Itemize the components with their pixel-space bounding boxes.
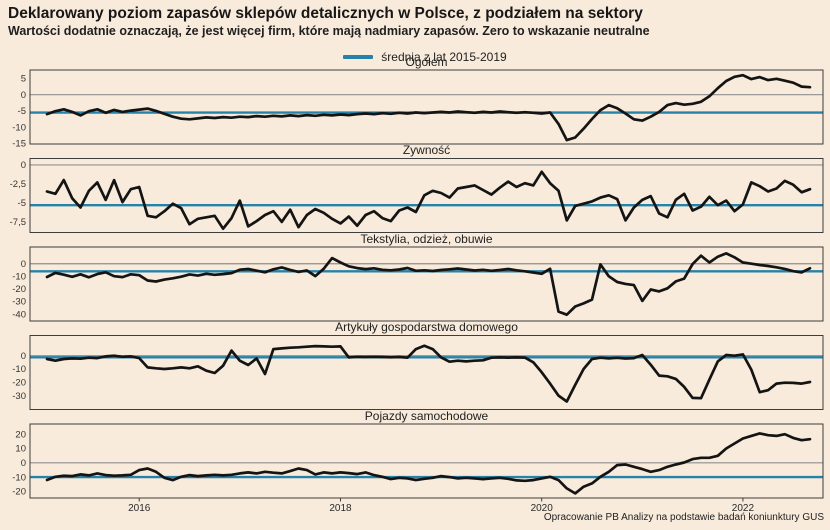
ytick-pojazdy-samochodowe: -20 [12, 487, 26, 498]
frame-zywnosc [29, 158, 824, 233]
ytick-artykuly-gospodarstwa-domowego: -30 [12, 391, 26, 402]
ytick-ogolem: -5 [18, 106, 26, 117]
panel-artykuly-gospodarstwa-domowego: 0 -10 -20 -30 [12, 335, 824, 410]
panel-pojazdy-samochodowe: 20 10 0 -10 -20 [12, 423, 824, 499]
xtick-label-2018: 2018 [329, 503, 352, 514]
ytick-tekstylia-odziez-obuwie: -20 [12, 284, 26, 295]
panel-title-ogolem: Ogółem [405, 54, 448, 69]
ytick-zywnosc: -2,5 [10, 179, 26, 190]
frame-artykuly-gospodarstwa-domowego [29, 335, 824, 410]
frame-tekstylia-odziez-obuwie [29, 246, 824, 322]
ytick-zywnosc: -5 [18, 198, 26, 209]
ytick-tekstylia-odziez-obuwie: -10 [12, 272, 26, 283]
panel-ogolem: 5 0 -5 -10 -15 [12, 69, 824, 150]
chart-title: Deklarowany poziom zapasów sklepów detal… [8, 5, 643, 22]
panel-title-tekstylia-odziez-obuwie: Tekstylia, odzież, obuwie [360, 231, 493, 246]
ytick-pojazdy-samochodowe: -10 [12, 472, 26, 483]
ytick-tekstylia-odziez-obuwie: 0 [21, 259, 26, 270]
average-line-swatch [343, 55, 374, 59]
series-line-zywnosc [45, 170, 812, 231]
series-line-ogolem [45, 73, 812, 142]
source-note: Opracowanie PB Analizy na podstawie bada… [543, 512, 824, 523]
ytick-pojazdy-samochodowe: 10 [15, 444, 26, 455]
ytick-pojazdy-samochodowe: 0 [21, 458, 26, 469]
ytick-zywnosc: -7,5 [10, 217, 26, 228]
ytick-tekstylia-odziez-obuwie: -40 [12, 309, 26, 320]
ytick-artykuly-gospodarstwa-domowego: -10 [12, 364, 26, 375]
panel-title-artykuly-gospodarstwa-domowego: Artykuły gospodarstwa domowego [335, 320, 518, 334]
frame-pojazdy-samochodowe [29, 423, 824, 499]
xtick-label-2016: 2016 [128, 503, 151, 514]
panel-title-pojazdy-samochodowe: Pojazdy samochodowe [364, 408, 489, 423]
ytick-pojazdy-samochodowe: 20 [15, 429, 26, 440]
panel-zywnosc: 0 -2,5 -5 -7,5 [10, 158, 824, 233]
ytick-tekstylia-odziez-obuwie: -30 [12, 297, 26, 308]
panel-tekstylia-odziez-obuwie: 0 -10-20 -30-40 [12, 246, 824, 322]
series-line-artykuly-gospodarstwa-domowego [45, 344, 812, 403]
series-line-pojazdy-samochodowe [45, 432, 812, 495]
frame-ogolem [29, 69, 824, 145]
ytick-ogolem: 5 [21, 74, 26, 85]
chart-subtitle: Wartości dodatnie oznaczają, że jest wię… [8, 24, 650, 38]
panel-title-zywnosc: Żywność [402, 143, 451, 157]
ytick-artykuly-gospodarstwa-domowego: -20 [12, 377, 26, 388]
legend: średnia z lat 2015-2019 [10, 50, 830, 64]
ytick-ogolem: -15 [12, 139, 26, 150]
series-line-tekstylia-odziez-obuwie [45, 252, 812, 317]
ytick-zywnosc: 0 [21, 160, 26, 171]
xtick-label-2020: 2020 [531, 503, 554, 514]
ytick-artykuly-gospodarstwa-domowego: 0 [21, 351, 26, 362]
xtick-label-2022: 2022 [732, 503, 755, 514]
legend-label: średnia z lat 2015-2019 [381, 50, 507, 64]
ytick-ogolem: -10 [12, 122, 26, 133]
ytick-ogolem: 0 [21, 90, 26, 101]
